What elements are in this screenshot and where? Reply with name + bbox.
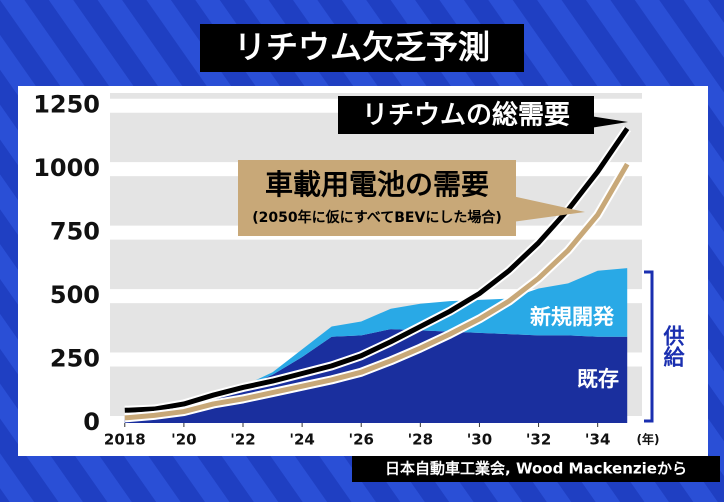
title-bar	[200, 24, 524, 72]
line	[124, 127, 630, 413]
x-tick-label: '28	[408, 431, 433, 449]
chart-title: リチウム欠乏予測	[234, 28, 490, 66]
x-tick-label: '24	[289, 431, 314, 449]
source-bar	[352, 456, 720, 482]
x-unit: (年)	[637, 432, 660, 447]
callout-box	[238, 160, 516, 236]
supply-label: 供給	[661, 324, 686, 368]
callout-label: リチウムの総需要	[362, 100, 570, 131]
x-tick-label: '32	[526, 431, 551, 449]
callout-pointer	[590, 116, 628, 128]
area-label: 既存	[577, 367, 619, 391]
x-tick-label: '22	[230, 431, 255, 449]
callout-note: (2050年に仮にすべてBEVにした場合)	[252, 209, 501, 226]
callout-pointer	[512, 196, 585, 222]
bracket	[644, 270, 654, 423]
y-tick-label: 1000	[33, 154, 100, 182]
line	[124, 162, 630, 421]
y-tick-label: 500	[50, 281, 100, 309]
y-tick-label: 750	[50, 218, 100, 246]
callout-label: 車載用電池の需要	[265, 168, 489, 201]
y-tick-label: 250	[50, 345, 100, 373]
source: 日本自動車工業会, Wood Mackenzieから	[385, 460, 687, 478]
x-tick-label: '26	[348, 431, 373, 449]
y-tick-label: 0	[83, 408, 100, 436]
area-label: 新規開発	[530, 305, 615, 329]
x-tick-label: 2018	[104, 431, 146, 449]
x-tick-label: '34	[585, 431, 610, 449]
x-tick-label: '30	[467, 431, 492, 449]
callout-box	[338, 96, 594, 134]
x-tick-label: '20	[171, 431, 196, 449]
y-tick-label: 1250	[33, 91, 100, 119]
